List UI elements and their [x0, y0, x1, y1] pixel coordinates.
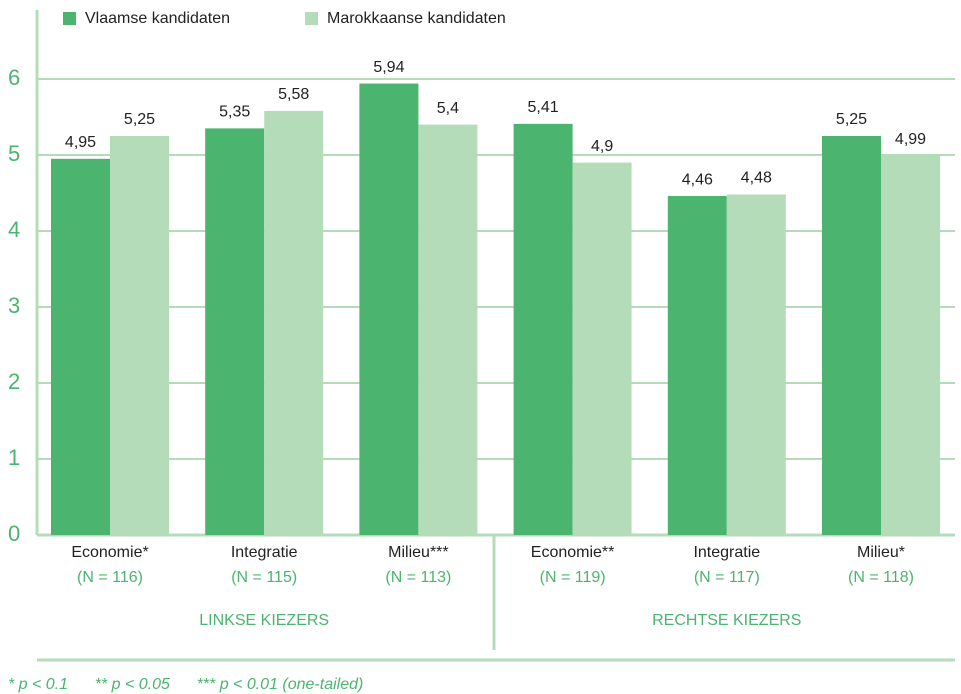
sample-size: (N = 113)	[385, 569, 451, 586]
bar	[513, 123, 573, 535]
value-label: 4,95	[65, 134, 96, 151]
x-tick-label: Milieu*	[857, 544, 905, 561]
x-tick-label: Integratie	[231, 544, 298, 561]
value-label: 5,35	[219, 104, 250, 121]
sample-size: (N = 116)	[77, 569, 143, 586]
value-label: 5,4	[437, 100, 459, 117]
group-label: LINKSE KIEZERS	[199, 612, 329, 629]
x-tick-label: Economie**	[531, 544, 615, 561]
bar	[572, 162, 632, 535]
bar	[51, 158, 110, 536]
y-tick-label: 6	[8, 65, 20, 90]
y-tick-label: 3	[8, 293, 20, 318]
x-tick-label: Integratie	[693, 544, 760, 561]
sample-size: (N = 115)	[231, 569, 297, 586]
bar	[667, 196, 727, 536]
y-tick-label: 2	[8, 369, 20, 394]
bar	[726, 194, 786, 535]
value-label: 5,25	[836, 111, 867, 128]
legend-swatch	[63, 12, 76, 25]
value-label: 4,99	[895, 131, 926, 148]
value-label: 4,48	[741, 170, 772, 187]
bar	[110, 136, 169, 535]
bar	[205, 128, 265, 535]
group-label: RECHTSE KIEZERS	[652, 612, 801, 629]
x-tick-label: Milieu***	[388, 544, 448, 561]
bar	[881, 155, 940, 535]
legend-label: Vlaamse kandidaten	[85, 10, 230, 27]
value-label: 5,58	[278, 86, 309, 103]
value-label: 4,9	[591, 138, 613, 155]
y-tick-label: 5	[8, 141, 20, 166]
y-tick-label: 4	[8, 217, 20, 242]
bar	[418, 124, 478, 535]
value-label: 5,41	[528, 99, 559, 116]
y-tick-label: 1	[8, 445, 20, 470]
value-label: 5,94	[373, 59, 404, 76]
sample-size: (N = 117)	[694, 569, 760, 586]
y-tick-label: 0	[8, 521, 20, 546]
value-label: 4,46	[682, 171, 713, 188]
sample-size: (N = 118)	[848, 569, 914, 586]
value-label: 5,25	[124, 111, 155, 128]
bar	[264, 110, 324, 536]
bar	[822, 136, 881, 535]
x-tick-label: Economie*	[71, 544, 148, 561]
bar	[359, 83, 419, 535]
sample-size: (N = 119)	[540, 569, 606, 586]
legend-swatch	[305, 12, 318, 25]
footnote: * p < 0.1 ** p < 0.05 *** p < 0.01 (one-…	[8, 676, 363, 693]
legend-label: Marokkaanse kandidaten	[327, 10, 506, 27]
